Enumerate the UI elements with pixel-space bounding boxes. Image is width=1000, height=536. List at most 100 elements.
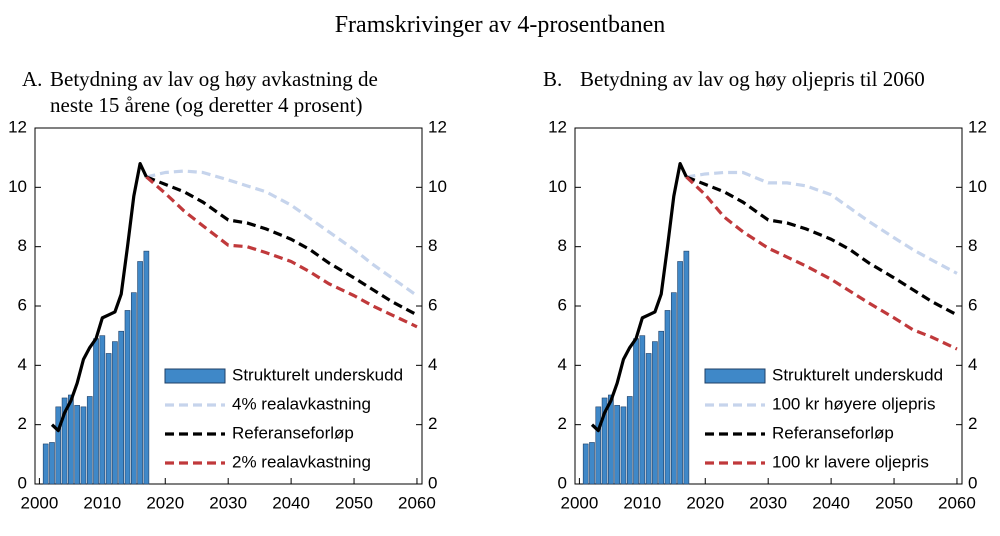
y-tick-label: 2: [18, 414, 27, 433]
bar: [595, 406, 602, 485]
legend-label: Strukturelt underskudd: [772, 365, 943, 384]
y-tick-label: 0: [18, 473, 27, 492]
bar: [614, 405, 620, 485]
y2-tick-label: 10: [428, 177, 447, 196]
bar: [61, 397, 68, 485]
x-tick-label: 2000: [560, 493, 598, 512]
bar: [137, 261, 143, 485]
bar: [118, 330, 125, 485]
bar: [652, 341, 658, 485]
panel-label: A.: [22, 67, 43, 91]
y2-tick-label: 4: [968, 355, 977, 374]
bar: [99, 335, 106, 485]
legend-label: 100 kr lavere oljepris: [772, 452, 929, 471]
y2-tick-label: 2: [968, 414, 977, 433]
panel-label: B.: [543, 67, 563, 91]
x-tick-label: 2060: [398, 493, 436, 512]
y2-tick-label: 4: [428, 355, 437, 374]
y2-tick-label: 10: [968, 177, 987, 196]
y-tick-label: 8: [18, 236, 27, 255]
line: [685, 175, 958, 351]
bar: [49, 442, 55, 485]
line: [146, 169, 418, 297]
x-tick-label: 2010: [623, 493, 661, 512]
y-tick-label: 8: [558, 236, 567, 255]
bar: [74, 405, 80, 485]
x-tick-label: 2040: [812, 493, 850, 512]
x-tick-label: 2030: [749, 493, 787, 512]
legend-label: Strukturelt underskudd: [232, 365, 403, 384]
y-tick-label: 4: [18, 355, 27, 374]
y-tick-label: 6: [18, 295, 27, 314]
y2-tick-label: 0: [428, 473, 437, 492]
legend-label: 2% realavkastning: [232, 452, 371, 471]
bar: [68, 394, 74, 485]
bar: [124, 310, 131, 485]
x-tick-label: 2060: [938, 493, 976, 512]
x-tick-label: 2000: [20, 493, 58, 512]
bar: [86, 396, 93, 485]
y-tick-label: 4: [558, 355, 567, 374]
bar: [620, 406, 627, 485]
x-tick-label: 2040: [272, 493, 310, 512]
legend-label: Referanseforløp: [232, 423, 354, 442]
y2-tick-label: 6: [428, 295, 437, 314]
x-tick-label: 2020: [686, 493, 724, 512]
bar: [143, 250, 150, 485]
y-tick-label: 6: [558, 295, 567, 314]
line: [685, 175, 958, 317]
bar: [112, 341, 118, 485]
legend-label: 4% realavkastning: [232, 394, 371, 413]
bar: [639, 335, 646, 485]
line: [686, 170, 958, 275]
x-tick-label: 2010: [83, 493, 121, 512]
legend-swatch: [164, 368, 226, 384]
line: [590, 162, 688, 433]
y-tick-label: 10: [8, 177, 27, 196]
x-tick-label: 2030: [209, 493, 247, 512]
bar: [626, 396, 633, 485]
y2-tick-label: 6: [968, 295, 977, 314]
y-tick-label: 10: [548, 177, 567, 196]
y2-tick-label: 8: [968, 236, 977, 255]
y-tick-label: 0: [558, 473, 567, 492]
y2-tick-label: 0: [968, 473, 977, 492]
y2-tick-label: 12: [428, 117, 447, 136]
y-tick-label: 12: [548, 117, 567, 136]
line: [145, 175, 418, 329]
x-tick-label: 2050: [335, 493, 373, 512]
bar: [93, 338, 99, 485]
line: [50, 162, 148, 433]
bar: [601, 397, 608, 485]
bar: [645, 353, 652, 485]
bar: [633, 338, 639, 485]
panel-title: Betydning av lav og høy oljepris til 206…: [580, 67, 925, 91]
legend-label: Referanseforløp: [772, 423, 894, 442]
bar: [80, 406, 87, 485]
page-title: Framskrivinger av 4-prosentbanen: [334, 12, 666, 38]
x-tick-label: 2050: [875, 493, 913, 512]
x-tick-label: 2020: [146, 493, 184, 512]
bar: [582, 443, 589, 485]
y2-tick-label: 8: [428, 236, 437, 255]
y2-tick-label: 2: [428, 414, 437, 433]
bar: [55, 406, 62, 485]
bar: [589, 442, 595, 485]
y-tick-label: 12: [8, 117, 27, 136]
bar: [670, 292, 677, 485]
line: [145, 175, 418, 317]
bar: [42, 443, 49, 485]
y2-tick-label: 12: [968, 117, 987, 136]
bar: [608, 394, 614, 485]
legend-label: 100 kr høyere oljepris: [772, 394, 935, 413]
bar: [677, 261, 683, 485]
bar: [130, 292, 137, 485]
bar: [658, 330, 665, 485]
legend-swatch: [704, 368, 766, 384]
bar: [664, 310, 671, 485]
y-tick-label: 2: [558, 414, 567, 433]
bar: [683, 250, 690, 485]
panel-title: Betydning av lav og høy avkastning de ne…: [50, 67, 378, 117]
